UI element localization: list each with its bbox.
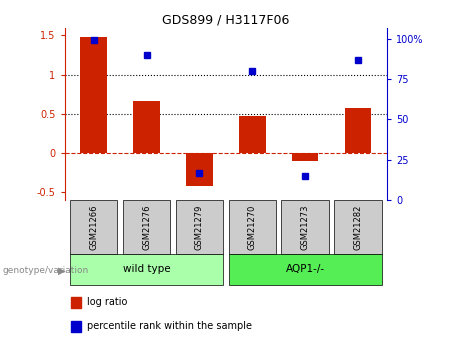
Bar — [281, 200, 329, 254]
Text: GSM21266: GSM21266 — [89, 204, 98, 249]
Title: GDS899 / H3117F06: GDS899 / H3117F06 — [162, 13, 290, 27]
Bar — [292, 153, 319, 161]
Text: GSM21270: GSM21270 — [248, 204, 257, 249]
Bar — [186, 153, 213, 186]
Bar — [123, 200, 171, 254]
Bar — [239, 116, 266, 153]
Bar — [70, 200, 118, 254]
Text: GSM21282: GSM21282 — [354, 204, 363, 249]
Text: percentile rank within the sample: percentile rank within the sample — [87, 321, 252, 331]
Bar — [70, 254, 223, 285]
Text: genotype/variation: genotype/variation — [2, 266, 89, 275]
Bar — [345, 108, 372, 153]
Bar — [133, 100, 160, 153]
Bar — [229, 200, 276, 254]
Bar — [71, 297, 81, 308]
Bar — [71, 321, 81, 332]
Text: GSM21276: GSM21276 — [142, 204, 151, 249]
Bar — [334, 200, 382, 254]
Text: wild type: wild type — [123, 264, 171, 274]
Text: GSM21279: GSM21279 — [195, 204, 204, 249]
Bar — [229, 254, 382, 285]
Text: log ratio: log ratio — [87, 297, 128, 306]
Text: GSM21273: GSM21273 — [301, 204, 310, 249]
Bar — [176, 200, 223, 254]
Text: ▶: ▶ — [58, 266, 65, 276]
Text: AQP1-/-: AQP1-/- — [286, 264, 325, 274]
Bar — [80, 37, 107, 153]
